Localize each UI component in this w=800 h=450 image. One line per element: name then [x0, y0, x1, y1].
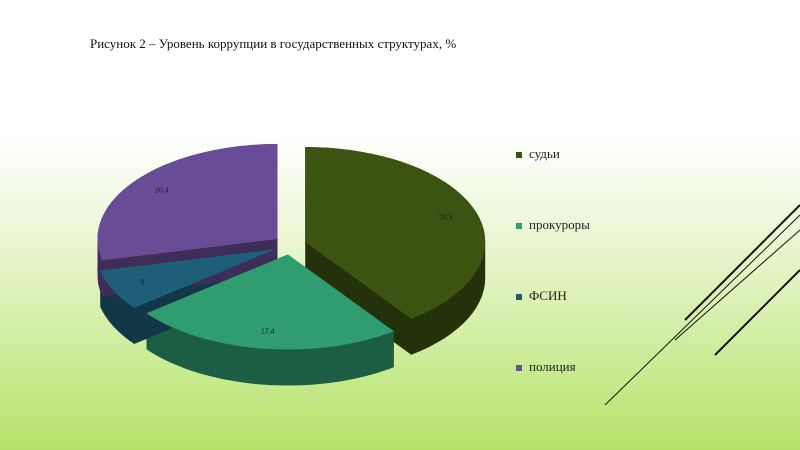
slice [100, 249, 276, 308]
chart-title: Рисунок 2 – Уровень коррупции в государс… [90, 36, 456, 51]
legend-label: ФСИН [529, 288, 567, 303]
decoration [604, 204, 800, 406]
legend-marker [516, 365, 522, 371]
data-label: 20,4 [155, 187, 169, 194]
slice [305, 147, 486, 319]
legend-label: полиция [529, 359, 576, 374]
slice [146, 254, 394, 350]
data-label: 28,5 [439, 215, 453, 222]
legend-label: прокуроры [529, 217, 590, 232]
legend-marker [516, 152, 522, 158]
legend-marker [516, 294, 522, 300]
legend-label: судьи [529, 146, 560, 161]
data-label: 5 [141, 280, 145, 287]
data-label: 17,4 [261, 329, 275, 336]
legend-marker [516, 223, 522, 229]
slice [97, 144, 278, 261]
